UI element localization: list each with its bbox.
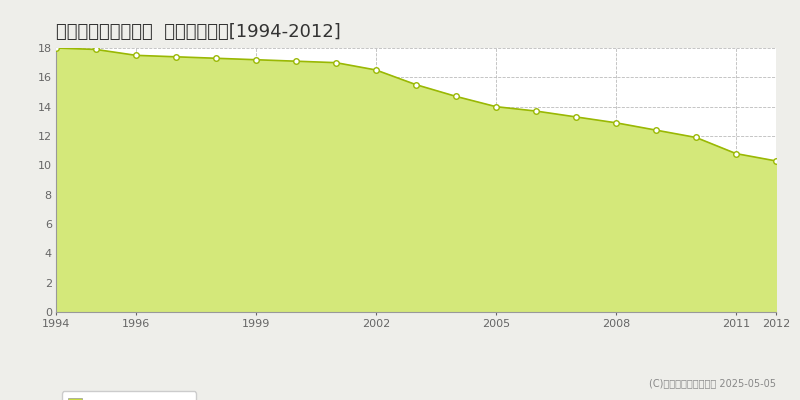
Text: 東広島市高屋町白市  公示地価推移[1994-2012]: 東広島市高屋町白市 公示地価推移[1994-2012] [56, 23, 341, 41]
Text: (C)土地価格ドットコム 2025-05-05: (C)土地価格ドットコム 2025-05-05 [649, 378, 776, 388]
Legend: 公示地価  平均坪単価(万円/坪): 公示地価 平均坪単価(万円/坪) [62, 392, 196, 400]
